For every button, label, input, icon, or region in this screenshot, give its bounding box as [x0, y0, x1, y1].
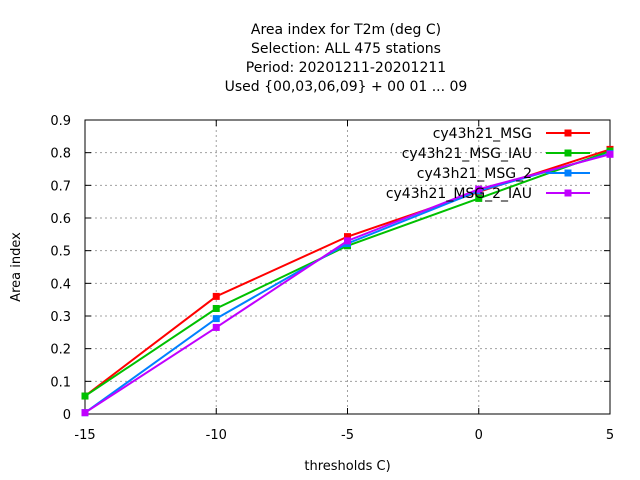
- legend-label-0: cy43h21_MSG: [433, 126, 532, 142]
- x-tick-label: -10: [206, 428, 227, 443]
- title-line-1: Selection: ALL 475 stations: [251, 41, 441, 57]
- data-point: [212, 315, 220, 323]
- y-tick-label: 0.8: [50, 147, 71, 162]
- legend-marker-2: [564, 169, 572, 177]
- x-tick-label: 0: [475, 428, 483, 443]
- data-point: [344, 237, 351, 245]
- data-point: [475, 185, 483, 193]
- legend-marker-1: [564, 149, 572, 157]
- axis-ticks: 0 0.1 0.2 0.3 0.4 0.5 0.6 0.7 0.8 0.9 -15 -10 -5 0 5: [50, 114, 614, 443]
- data-point: [81, 409, 89, 417]
- grid: [85, 120, 610, 414]
- title-line-2: Period: 20201211-20201211: [246, 60, 446, 76]
- x-tick-label: -5: [341, 428, 354, 443]
- chart-title: Area index for T2m (deg C) Selection: ALL…: [225, 22, 468, 95]
- legend: cy43h21_MSG cy43h21_MSG_IAU cy43h21_MSG_2c…: [386, 126, 590, 202]
- y-tick-label: 0.1: [50, 375, 71, 390]
- y-tick-label: 0.9: [50, 114, 71, 129]
- title-line-3: Used {00,03,06,09} + 00 01 ... 09: [225, 79, 468, 95]
- legend-marker-3: [564, 189, 572, 197]
- y-tick-label: 0.4: [50, 277, 71, 292]
- data-point: [212, 323, 220, 331]
- legend-label-3: cy43h21_MSG_2_IAU: [386, 186, 532, 202]
- y-tick-label: 0.3: [50, 310, 71, 325]
- y-tick-label: 0.7: [50, 179, 71, 194]
- x-tick-label: 5: [606, 428, 614, 443]
- y-tick-label: 0: [63, 408, 71, 423]
- data-point: [212, 292, 220, 300]
- legend-label-2: cy43h21_MSG_2: [417, 166, 532, 182]
- data-point: [606, 150, 614, 158]
- data-point: [81, 392, 89, 400]
- x-tick-label: -15: [74, 428, 95, 443]
- series-lines: [81, 145, 614, 417]
- legend-label-1: cy43h21_MSG_IAU: [402, 146, 532, 162]
- legend-marker-0: [564, 129, 572, 137]
- data-point: [344, 233, 351, 241]
- y-axis-label: Area index: [9, 232, 24, 302]
- y-tick-label: 0.5: [50, 245, 71, 260]
- data-point: [475, 194, 483, 202]
- y-tick-label: 0.2: [50, 343, 71, 358]
- y-tick-label: 0.6: [50, 212, 71, 227]
- title-line-0: Area index for T2m (deg C): [251, 22, 441, 38]
- data-point: [212, 304, 220, 312]
- x-axis-label: thresholds C): [304, 459, 390, 474]
